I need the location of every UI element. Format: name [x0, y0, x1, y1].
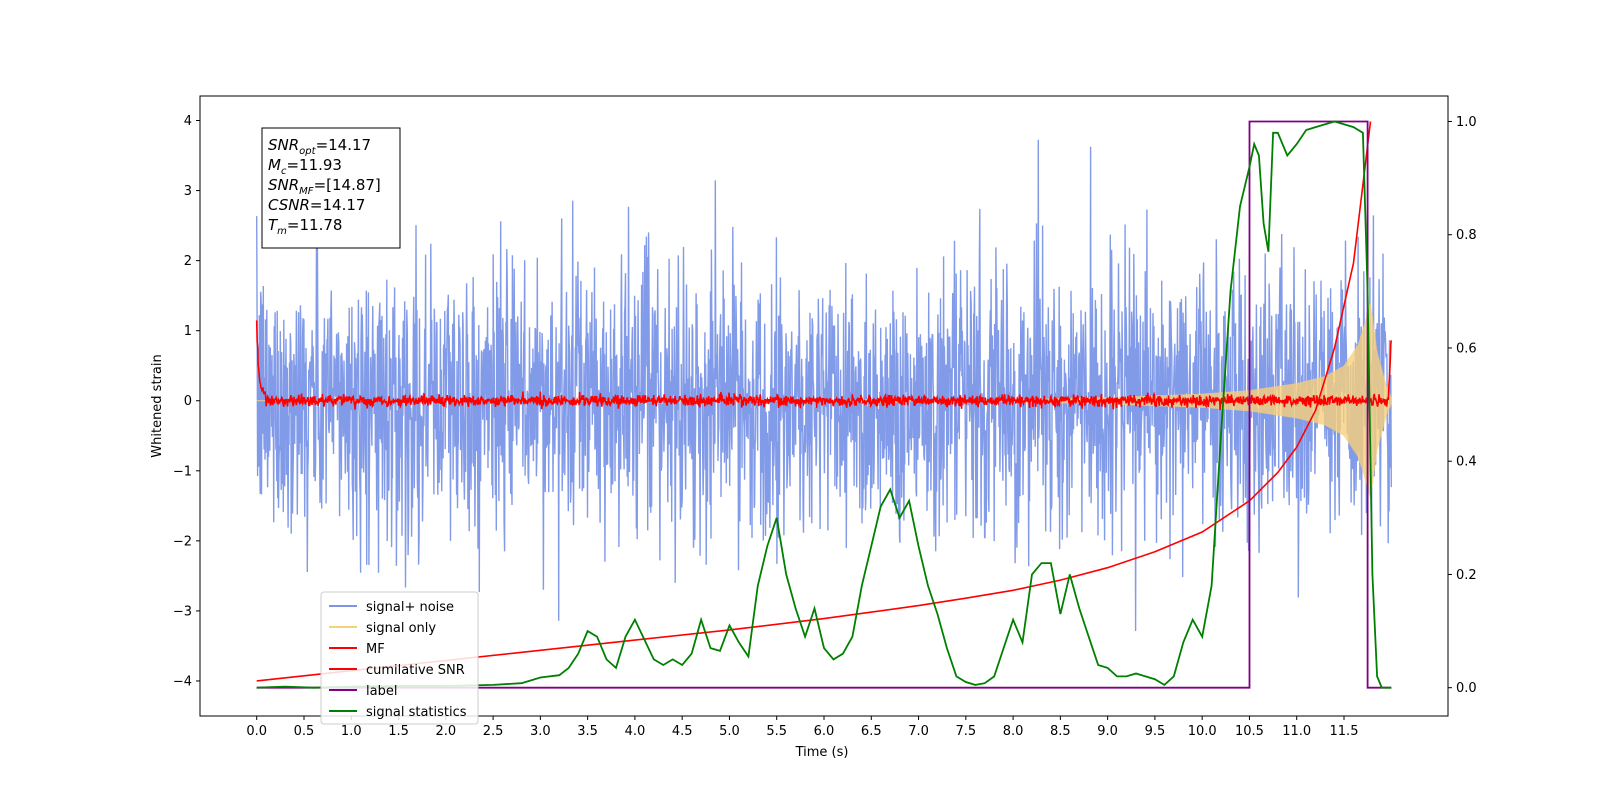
info-box-line: SNRMF=[14.87]	[268, 176, 381, 197]
series-label	[256, 120, 1392, 689]
y-tick-label-right: 0.4	[1456, 455, 1477, 470]
x-tick-label: 6.0	[814, 724, 835, 739]
y-tick-label-left: 2	[184, 254, 192, 269]
series-cumulative-snr	[256, 121, 1372, 682]
y-axis-label: Whitened strain	[150, 354, 165, 457]
x-tick-label: 4.5	[672, 724, 693, 739]
info-box-line: CSNR=14.17	[268, 196, 365, 214]
x-tick-label: 11.0	[1282, 724, 1311, 739]
x-axis: 0.0 0.5 1.0 1.5 2.0 2.5 3.0 3.5 4.0 4.5 5.0 5.5 6.0 6…	[246, 716, 1358, 739]
y-tick-label-right: 1.0	[1456, 115, 1477, 130]
y-tick-label-left: 1	[184, 324, 192, 339]
y-axis-right: 1.0 0.8 0.6 0.4 0.2 0.0	[1448, 115, 1477, 696]
x-tick-label: 9.5	[1145, 724, 1166, 739]
x-tick-label: 6.5	[861, 724, 882, 739]
x-tick-label: 10.0	[1188, 724, 1217, 739]
legend-entry: signal only	[366, 621, 436, 636]
legend-entry: label	[366, 684, 397, 699]
x-tick-label: 9.0	[1097, 724, 1118, 739]
x-tick-label: 4.0	[625, 724, 646, 739]
legend-frame	[320, 591, 479, 725]
x-tick-label: 7.5	[955, 724, 976, 739]
x-tick-label: 0.0	[246, 724, 267, 739]
x-tick-label: 7.0	[908, 724, 929, 739]
y-tick-label-left: 0	[184, 394, 192, 409]
y-tick-label-right: 0.2	[1456, 568, 1477, 583]
y-tick-label-left: 4	[184, 114, 192, 129]
x-tick-label: 10.5	[1235, 724, 1264, 739]
series-mf	[255, 320, 1393, 411]
legend-entry: signal+ noise	[366, 600, 454, 615]
series-signal-statistics	[256, 120, 1392, 689]
x-tick-label: 8.5	[1050, 724, 1071, 739]
legend-entry: MF	[366, 642, 385, 657]
y-axis-left: 4 3 2 1 0 −1 −2 −3 −4	[173, 114, 200, 689]
y-tick-label-right: 0.0	[1456, 681, 1477, 696]
plot-area	[255, 120, 1393, 689]
x-tick-label: 3.0	[530, 724, 551, 739]
x-tick-label: 2.0	[435, 724, 456, 739]
info-box: SNRopt=14.17Mc=11.93SNRMF=[14.87]CSNR=14…	[261, 127, 401, 249]
legend: signal+ noise signal only MF cumilative SNR…	[320, 591, 479, 725]
x-tick-label: 0.5	[294, 724, 315, 739]
info-box-frame	[261, 127, 401, 249]
info-box-line: Tm=11.78	[268, 216, 342, 237]
x-tick-label: 8.0	[1003, 724, 1024, 739]
x-tick-label: 5.0	[719, 724, 740, 739]
y-tick-label-left: −2	[173, 534, 192, 549]
x-tick-label: 11.5	[1330, 724, 1359, 739]
info-box-line: Mc=11.93	[268, 156, 342, 177]
x-tick-label: 5.5	[766, 724, 787, 739]
legend-entry: cumilative SNR	[366, 663, 465, 678]
y-tick-label-left: −4	[173, 674, 192, 689]
x-tick-label: 1.5	[388, 724, 409, 739]
info-box-line: SNRopt=14.17	[268, 136, 371, 157]
x-axis-label: Time (s)	[795, 745, 849, 760]
x-tick-label: 3.5	[577, 724, 598, 739]
y-tick-label-left: 3	[184, 184, 192, 199]
x-tick-label: 2.5	[483, 724, 504, 739]
y-tick-label-right: 0.8	[1456, 228, 1477, 243]
y-tick-label-left: −1	[173, 464, 192, 479]
y-tick-label-left: −3	[173, 604, 192, 619]
legend-entry: signal statistics	[366, 705, 467, 720]
y-tick-label-right: 0.6	[1456, 341, 1477, 356]
x-tick-label: 1.0	[341, 724, 362, 739]
